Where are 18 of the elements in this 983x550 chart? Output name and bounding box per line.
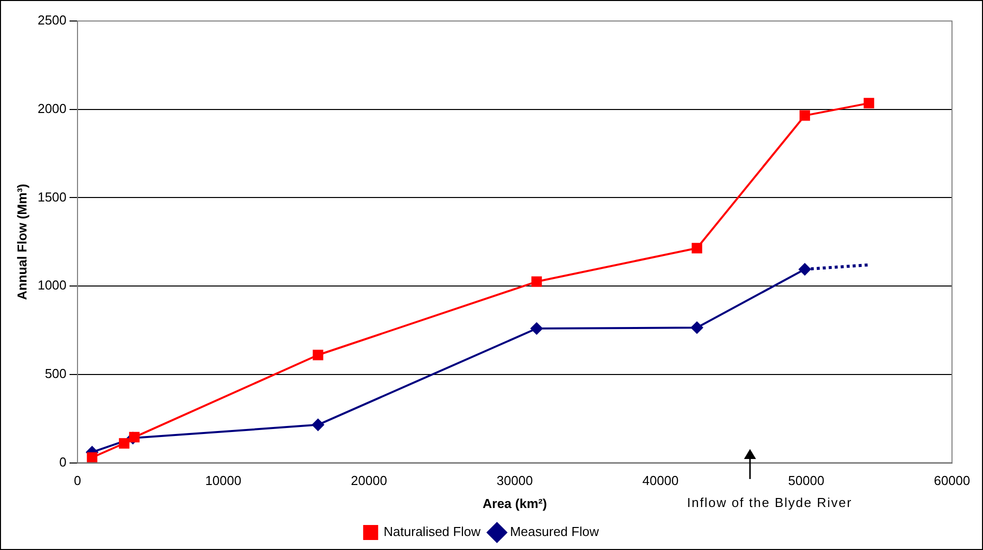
x-axis-title: Area (km²) <box>482 496 547 511</box>
legend-label: Naturalised Flow <box>384 524 482 540</box>
x-tick-label: 50000 <box>788 473 824 488</box>
y-axis-title: Annual Flow (Mm³) <box>14 184 30 300</box>
y-tick-label: 2500 <box>38 12 67 28</box>
x-tick-label: 40000 <box>642 473 679 488</box>
x-tick-label: 0 <box>74 473 82 488</box>
x-tick-label: 60000 <box>934 473 970 488</box>
y-tick-label: 2000 <box>38 100 67 116</box>
y-tick-label: 1500 <box>38 189 67 204</box>
x-tick-label: 20000 <box>350 473 388 488</box>
x-tick-label: 10000 <box>205 473 242 488</box>
y-tick-label: 1000 <box>38 278 67 293</box>
legend-label: Measured Flow <box>510 524 600 540</box>
y-tick-label: 500 <box>44 366 67 382</box>
text: Inflow of the Blyde River <box>687 495 852 510</box>
x-tick-label: 30000 <box>496 473 533 488</box>
y-tick-label: 0 <box>59 454 67 470</box>
